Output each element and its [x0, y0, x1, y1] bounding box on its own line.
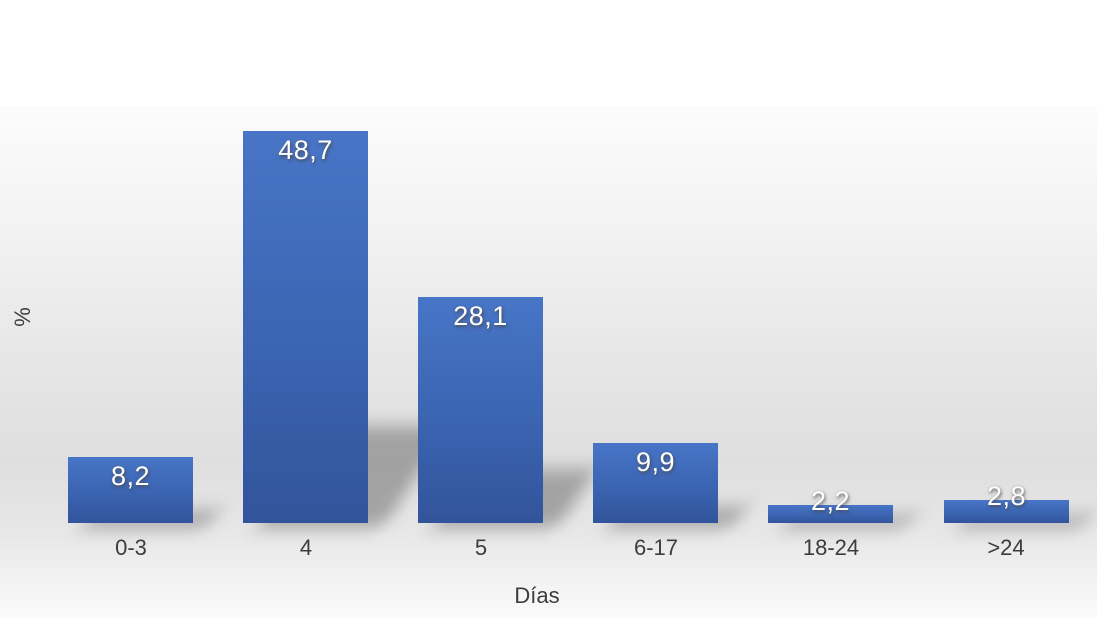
bar-18-24: 2,2: [768, 486, 893, 523]
x-axis-title: Días: [514, 583, 560, 608]
bar->24: 2,8: [944, 481, 1069, 523]
bar-value-label: 2,2: [810, 485, 851, 516]
x-tick-label->24: >24: [987, 535, 1025, 560]
bar-6-17: 9,9: [593, 443, 718, 523]
x-tick-label-4: 4: [299, 535, 313, 560]
bar-value-label: 2,8: [986, 480, 1027, 511]
x-tick-label-5: 5: [474, 535, 488, 560]
bar-4: 48,7: [243, 131, 368, 523]
chart-gradient-background: [0, 106, 1097, 618]
x-tick-label-18-24: 18-24: [802, 535, 860, 560]
bar-0-3: 8,2: [68, 457, 193, 523]
bar-5: 28,1: [418, 297, 543, 523]
bar-value-label: 48,7: [278, 135, 333, 165]
x-tick-label-0-3: 0-3: [115, 535, 147, 560]
x-tick-label-6-17: 6-17: [633, 535, 679, 560]
bar-value-label: 28,1: [453, 301, 508, 331]
bar-value-label: 9,9: [635, 447, 676, 477]
bar-value-label: 8,2: [110, 461, 151, 491]
